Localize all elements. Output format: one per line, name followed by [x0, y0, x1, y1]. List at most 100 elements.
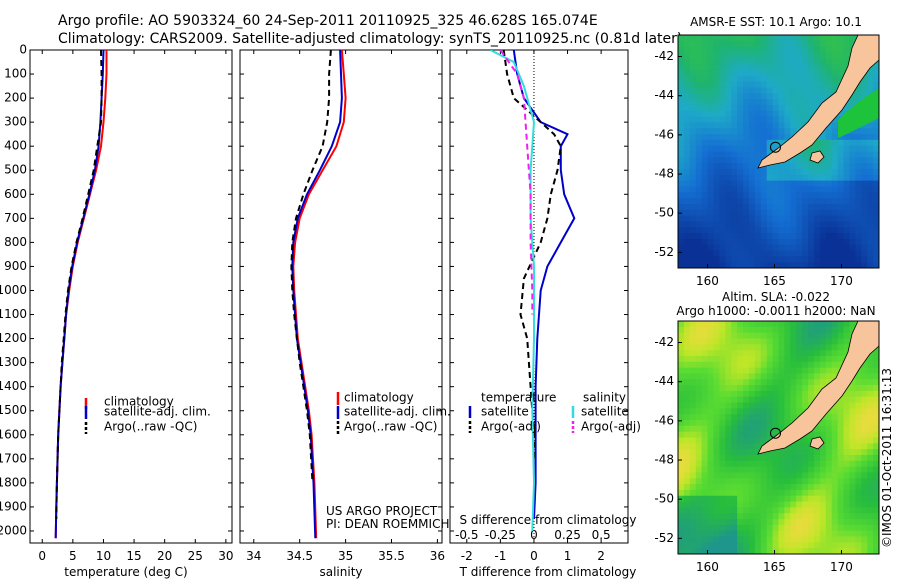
heatmap-cell [802, 69, 809, 77]
heatmap-cell [778, 227, 786, 234]
heatmap-cell [760, 420, 768, 427]
heatmap-cell [713, 478, 720, 485]
heatmap-cell [873, 501, 879, 508]
heatmap-cell [873, 478, 879, 485]
heatmap-cell [760, 519, 768, 526]
heatmap-cell [784, 69, 791, 77]
heatmap-cell [695, 209, 703, 217]
heatmap-cell [748, 350, 756, 357]
heatmap-cell [678, 524, 685, 532]
heatmap-cell [861, 209, 868, 217]
heatmap-cell [725, 110, 732, 118]
heatmap-cell [731, 203, 738, 211]
heatmap-cell [837, 174, 845, 182]
heatmap-cell [737, 385, 744, 392]
heatmap-cell [743, 151, 750, 158]
heatmap-cell [701, 478, 709, 485]
heatmap-cell [867, 414, 874, 421]
heatmap-cell [678, 420, 685, 427]
heatmap-cell [796, 58, 803, 65]
heatmap-cell [808, 186, 815, 193]
heatmap-cell [873, 209, 879, 217]
heatmap-cell [713, 256, 720, 263]
heatmap-cell [748, 203, 756, 211]
heatmap-cell [725, 385, 732, 392]
heatmap-cell [737, 238, 744, 246]
depth-tick-label: 700 [4, 211, 27, 225]
heatmap-cell [695, 233, 703, 240]
heatmap-cell [825, 361, 833, 369]
heatmap-cell [748, 134, 756, 141]
heatmap-cell [784, 262, 791, 268]
heatmap-cell [766, 40, 774, 48]
heatmap-cell [808, 338, 815, 345]
heatmap-cell [725, 75, 732, 83]
heatmap-cell [819, 262, 827, 268]
heatmap-cell [766, 116, 774, 123]
heatmap-cell [802, 548, 809, 554]
heatmap-cell [861, 134, 868, 141]
heatmap-cell [678, 244, 685, 252]
heatmap-cell [689, 145, 697, 153]
heatmap-cell [731, 524, 738, 532]
heatmap-cell [831, 128, 839, 135]
heatmap-cell [748, 233, 756, 240]
heatmap-cell [689, 344, 697, 351]
heatmap-cell [867, 524, 874, 532]
heatmap-cell [855, 396, 862, 404]
heatmap-cell [695, 250, 703, 257]
heatmap-cell [873, 163, 879, 170]
heatmap-cell [743, 408, 750, 415]
heatmap-cell [683, 221, 691, 228]
heatmap-cell [695, 326, 703, 334]
heatmap-cell [802, 87, 809, 94]
heatmap-cell [873, 542, 879, 549]
heatmap-cell [831, 256, 839, 263]
heatmap-cell [683, 262, 691, 268]
heatmap-cell [754, 489, 762, 497]
heatmap-cell [748, 151, 756, 158]
heatmap-cell [731, 326, 738, 334]
depth-tick-label: 800 [4, 235, 27, 249]
heatmap-cell [843, 174, 851, 182]
heatmap-cell [725, 530, 732, 538]
heatmap-cell [748, 548, 756, 554]
sla-land [757, 321, 879, 455]
heatmap-cell [802, 116, 809, 123]
heatmap-cell [678, 437, 685, 444]
heatmap-cell [778, 81, 786, 89]
heatmap-cell [689, 431, 697, 439]
heatmap-cell [861, 449, 868, 456]
depth-tick-label: 1200 [0, 331, 27, 345]
heatmap-cell [772, 244, 780, 252]
heatmap-cell [778, 35, 786, 42]
heatmap-cell [760, 548, 768, 554]
heatmap-cell [713, 180, 720, 188]
heatmap-cell [713, 215, 720, 222]
difference-depth-ticks [450, 49, 628, 532]
heatmap-cell [683, 209, 691, 217]
heatmap-cell [760, 530, 768, 538]
heatmap-cell [843, 548, 851, 554]
heatmap-cell [796, 449, 803, 456]
heatmap-cell [784, 186, 791, 193]
heatmap-cell [713, 414, 720, 421]
heatmap-cell [837, 203, 845, 211]
heatmap-cell [855, 145, 862, 153]
heatmap-cell [867, 530, 874, 538]
heatmap-cell [678, 203, 685, 211]
heatmap-cell [813, 139, 821, 147]
heatmap-cell [784, 495, 791, 503]
heatmap-cell [837, 180, 845, 188]
heatmap-cell [683, 507, 691, 514]
heatmap-cell [695, 87, 703, 94]
heatmap-cell [849, 443, 856, 450]
heatmap-cell [825, 262, 833, 268]
heatmap-cell [731, 221, 738, 228]
heatmap-cell [772, 104, 780, 112]
heatmap-cell [813, 40, 821, 48]
heatmap-cell [748, 495, 756, 503]
heatmap-cell [754, 203, 762, 211]
heatmap-cell [778, 507, 786, 514]
heatmap-cell [867, 431, 874, 439]
